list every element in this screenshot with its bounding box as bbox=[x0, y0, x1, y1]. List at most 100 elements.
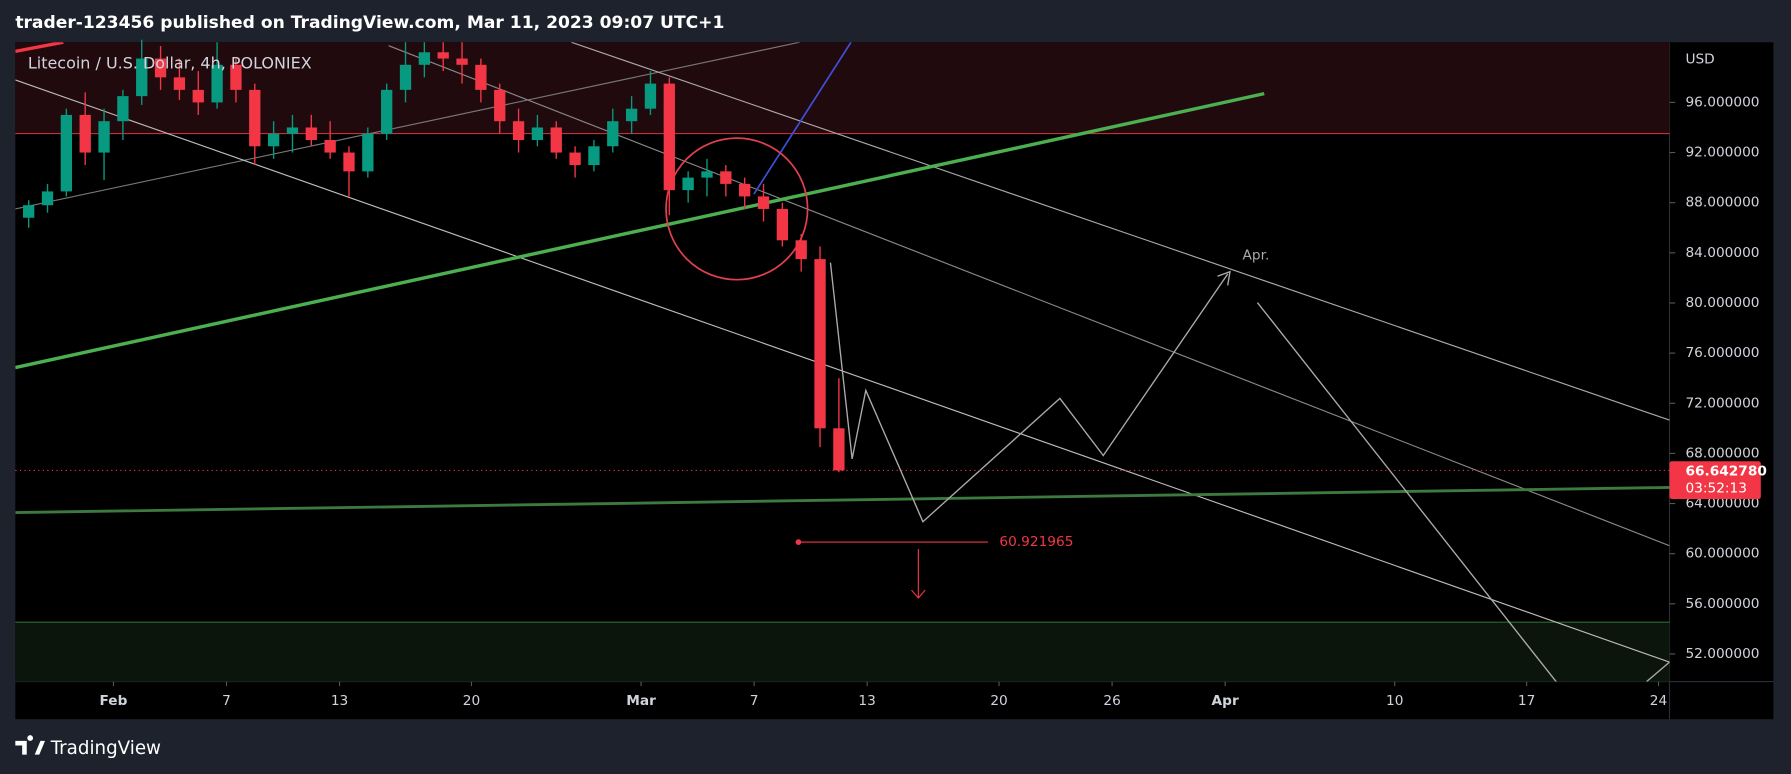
candle-body bbox=[136, 58, 148, 97]
candle-body bbox=[305, 127, 317, 141]
projection-path bbox=[1256, 302, 1557, 682]
x-tick-label: 13 bbox=[331, 693, 348, 709]
trend-line bbox=[15, 42, 800, 210]
x-tick-label: 7 bbox=[222, 693, 231, 709]
trend-line bbox=[15, 91, 1265, 370]
candle-body bbox=[362, 133, 374, 172]
candle-body bbox=[625, 108, 638, 122]
candle-body bbox=[343, 152, 355, 172]
support-zone bbox=[15, 622, 1670, 682]
x-tick-label: 26 bbox=[1103, 693, 1120, 709]
resistance-zone bbox=[15, 42, 1670, 134]
candle-body bbox=[776, 208, 789, 241]
target-label: 60.921965 bbox=[999, 534, 1073, 550]
candle-body bbox=[192, 89, 204, 103]
chart-frame bbox=[15, 42, 1774, 720]
candle-body bbox=[569, 152, 581, 166]
candle-body bbox=[41, 191, 54, 206]
x-tick-label: 17 bbox=[1518, 693, 1535, 709]
projection-path bbox=[1646, 661, 1670, 682]
y-tick-label: 72.000000 bbox=[1685, 395, 1759, 411]
candle-body bbox=[720, 171, 732, 184]
plot bbox=[15, 39, 1670, 682]
drawings bbox=[15, 42, 1670, 682]
candle-body bbox=[663, 83, 675, 191]
x-tick-label: 13 bbox=[858, 693, 875, 709]
candle-body bbox=[98, 121, 110, 153]
x-tick-label: Feb bbox=[100, 693, 128, 709]
candle-body bbox=[588, 146, 600, 166]
candle-body bbox=[795, 240, 807, 260]
candle-body bbox=[286, 127, 299, 134]
symbol-legend: Litecoin / U.S. Dollar, 4h, POLONIEX bbox=[28, 53, 312, 72]
last-price-label: 66.642780 bbox=[1685, 464, 1766, 480]
candle-body bbox=[531, 127, 544, 141]
logo-icon bbox=[15, 735, 46, 755]
y-tick-label: 56.000000 bbox=[1685, 596, 1759, 612]
x-tick-label: 20 bbox=[990, 693, 1007, 709]
candle-body bbox=[324, 140, 336, 153]
candle-body bbox=[79, 114, 91, 153]
trend-line bbox=[15, 42, 64, 54]
candle-body bbox=[23, 205, 35, 218]
y-tick-label: 52.000000 bbox=[1685, 646, 1759, 662]
y-tick-label: 88.000000 bbox=[1685, 195, 1759, 211]
candle-body bbox=[739, 183, 751, 197]
candle-body bbox=[644, 83, 657, 109]
candle-body bbox=[757, 196, 770, 209]
trend-line bbox=[753, 42, 852, 195]
currency-label: USD bbox=[1685, 51, 1714, 67]
last-price-box bbox=[1669, 461, 1761, 499]
candle-body bbox=[701, 171, 713, 178]
y-tick-label: 64.000000 bbox=[1685, 496, 1759, 512]
trend-line bbox=[388, 45, 1670, 547]
x-tick-label: 7 bbox=[750, 693, 759, 709]
candle-body bbox=[814, 259, 826, 429]
highlight-circle bbox=[665, 137, 809, 281]
candle-body bbox=[154, 58, 167, 78]
candle-body bbox=[381, 89, 393, 134]
candle-body bbox=[418, 52, 431, 65]
candle-body bbox=[249, 89, 261, 147]
projection-label: Apr. bbox=[1243, 248, 1270, 264]
y-tick-label: 60.000000 bbox=[1685, 546, 1759, 562]
candle-body bbox=[173, 77, 186, 90]
x-tick-label: Apr bbox=[1212, 693, 1239, 709]
candle-body bbox=[230, 64, 242, 90]
y-tick-label: 96.000000 bbox=[1685, 94, 1759, 110]
trend-line bbox=[571, 42, 1670, 421]
candle-body bbox=[682, 177, 694, 191]
footer: TradingView bbox=[15, 735, 161, 759]
countdown: 03:52:13 bbox=[1685, 481, 1746, 497]
candle-body bbox=[60, 114, 73, 192]
brand: TradingView bbox=[50, 738, 161, 759]
candle-body bbox=[211, 64, 223, 103]
candle-body bbox=[512, 121, 525, 141]
candle-body bbox=[494, 89, 506, 122]
candle-body bbox=[437, 52, 449, 59]
candle-body bbox=[117, 96, 129, 122]
y-tick-label: 84.000000 bbox=[1685, 245, 1759, 261]
y-tick-label: 80.000000 bbox=[1685, 295, 1759, 311]
y-tick-label: 92.000000 bbox=[1685, 145, 1759, 161]
y-tick-label: 68.000000 bbox=[1685, 445, 1759, 461]
x-tick-label: 20 bbox=[463, 693, 480, 709]
arrow-head bbox=[1217, 270, 1231, 286]
candle-body bbox=[833, 428, 845, 471]
candle-body bbox=[399, 64, 412, 90]
x-tick-label: Mar bbox=[626, 693, 656, 709]
candle-body bbox=[267, 133, 280, 147]
x-tick-label: 10 bbox=[1386, 693, 1403, 709]
y-tick-label: 76.000000 bbox=[1685, 345, 1759, 361]
candle-body bbox=[456, 58, 468, 65]
candle-body bbox=[475, 64, 487, 90]
trend-line bbox=[15, 486, 1670, 515]
candle-body bbox=[550, 127, 562, 153]
candle-body bbox=[607, 121, 619, 147]
header-title: trader-123456 published on TradingView.c… bbox=[15, 13, 724, 33]
x-tick-label: 24 bbox=[1650, 693, 1667, 709]
projection-path bbox=[829, 262, 1229, 523]
target-arrow-head bbox=[911, 589, 926, 599]
